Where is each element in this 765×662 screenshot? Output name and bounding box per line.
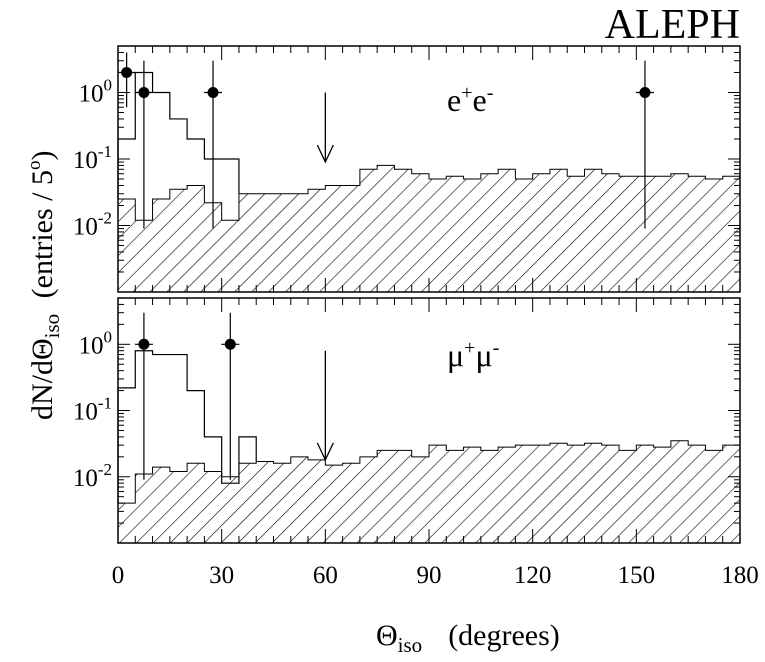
x-axis-main: Θ [376,619,398,652]
process-label-part: + [461,82,472,104]
y-tick-label: 10-1 [73,142,112,174]
y-axis-degree: o [24,161,45,171]
x-tick-label: 90 [417,562,442,589]
process-label-part: - [487,82,494,104]
process-label: μ+μ- [447,337,499,373]
y-tick-label: 100 [79,327,113,359]
y-tick-label: 10-2 [73,208,112,240]
y-tick-exponent: 0 [104,327,113,346]
x-axis-title: Θiso (degrees) [376,619,560,657]
y-tick-exponent: -1 [98,394,112,413]
x-tick-label: 0 [112,562,125,589]
y-axis-main: dN/dΘ [26,338,59,420]
process-label: e+e- [447,82,493,118]
y-tick-base: 10 [73,465,98,492]
process-label-part: μ [447,337,464,373]
process-label-part: - [493,337,500,359]
x-tick-label: 150 [618,562,656,589]
y-axis-title: dN/dΘiso (entries / 5o) [24,151,64,420]
y-axis-units: (entries / 5 [26,170,59,298]
y-tick-exponent: 0 [104,75,113,94]
y-axis-sub: iso [40,314,64,339]
y-tick-base: 10 [73,147,98,174]
y-tick-base: 10 [79,80,104,107]
signal-histogram-outline [117,350,257,504]
cut-arrow-head [316,442,334,462]
y-axis-close: ) [26,151,59,161]
process-label-part: e [447,82,461,118]
process-label-part: μ [475,337,492,373]
x-tick-label: 120 [514,562,552,589]
data-point [224,338,236,350]
process-label-part: e [472,82,486,118]
y-tick-label: 10-2 [73,460,112,492]
y-tick-exponent: -1 [98,142,112,161]
y-tick-base: 10 [73,399,98,426]
data-point [207,86,219,98]
process-label-part: + [464,337,475,359]
cut-arrow-head [316,144,334,164]
x-tick-label: 180 [721,562,759,589]
x-axis-units: (degrees) [448,619,560,652]
experiment-label: ALEPH [605,2,740,48]
x-axis-sub: iso [398,633,423,657]
data-point [121,66,133,78]
y-tick-exponent: -2 [98,208,112,227]
background-hatch-fill [118,440,740,543]
background-histogram-outline [117,440,740,543]
y-tick-base: 10 [79,332,104,359]
data-point [138,86,150,98]
y-tick-base: 10 [73,213,98,240]
x-tick-label: 60 [313,562,338,589]
signal-histogram-outline [117,71,240,200]
data-point [138,338,150,350]
y-tick-exponent: -2 [98,460,112,479]
background-histogram-outline [117,164,740,292]
y-tick-label: 100 [79,75,113,107]
y-tick-label: 10-1 [73,394,112,426]
background-hatch-fill [118,165,740,292]
x-tick-label: 30 [209,562,234,589]
data-point [639,86,651,98]
